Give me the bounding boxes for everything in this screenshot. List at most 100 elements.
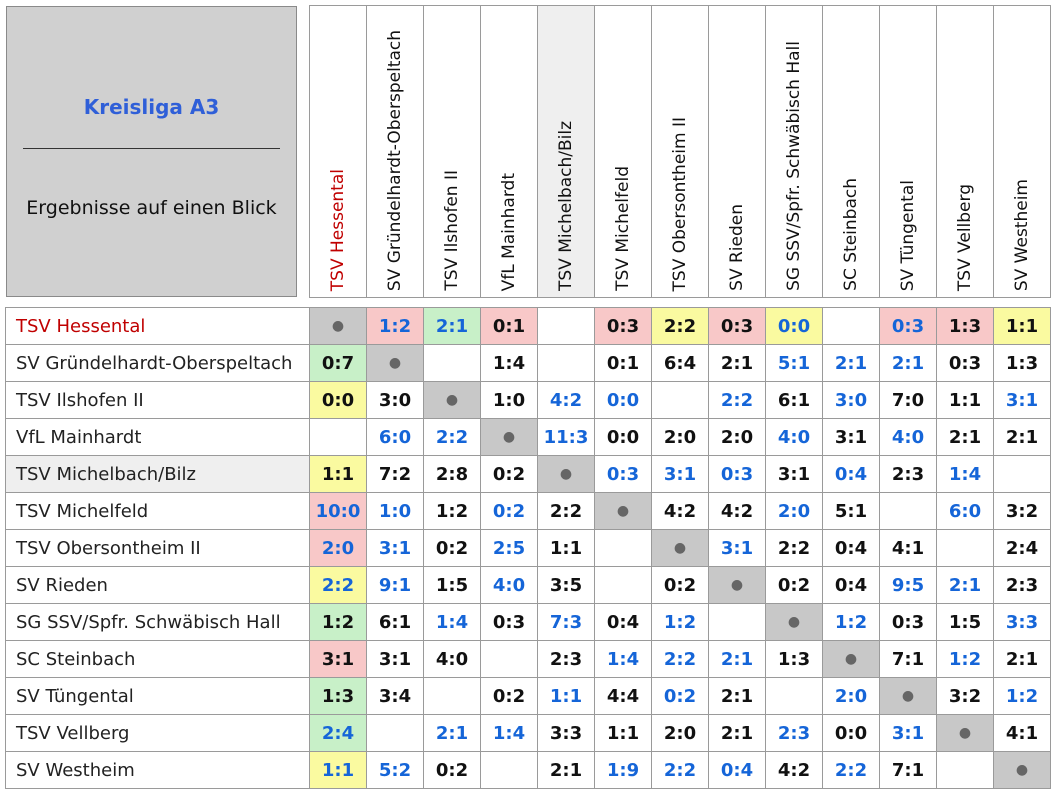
result-cell: 1:0 bbox=[366, 492, 424, 530]
result-cell: 0:2 bbox=[480, 492, 538, 530]
result-cell: 1:4 bbox=[423, 603, 481, 641]
result-cell: 2:1 bbox=[936, 566, 994, 604]
table-row: TSV Obersontheim II 2:0 3:1 0:2 2:5 1:1 ● 3:1 2:… bbox=[5, 529, 1051, 567]
result-cell: 3:1 bbox=[366, 529, 424, 567]
result-cell bbox=[423, 344, 481, 382]
result-cell: 0:3 bbox=[936, 344, 994, 382]
result-cell: 3:3 bbox=[993, 603, 1051, 641]
result-cell: 3:0 bbox=[822, 381, 880, 419]
result-cell: 1:1 bbox=[537, 677, 595, 715]
result-cell: 2:2 bbox=[708, 381, 766, 419]
self-match-cell: ● bbox=[651, 529, 709, 567]
result-cell: 3:4 bbox=[366, 677, 424, 715]
result-cell bbox=[480, 751, 538, 789]
result-cell: 2:1 bbox=[936, 418, 994, 456]
row-team-name: SV Tüngental bbox=[5, 677, 310, 715]
self-match-cell: ● bbox=[936, 714, 994, 752]
result-cell: 1:4 bbox=[480, 714, 538, 752]
row-team-name: TSV Vellberg bbox=[5, 714, 310, 752]
result-cell: 0:3 bbox=[594, 455, 652, 493]
column-header-label: SV Westheim bbox=[1011, 178, 1032, 291]
result-cell: 0:0 bbox=[594, 418, 652, 456]
result-cell bbox=[936, 751, 994, 789]
self-match-cell: ● bbox=[537, 455, 595, 493]
result-cell: 0:3 bbox=[708, 455, 766, 493]
result-cell bbox=[309, 418, 367, 456]
result-cell: 2:1 bbox=[423, 714, 481, 752]
column-header-label: SV Gründelhardt-Oberspeltach bbox=[384, 29, 405, 291]
result-cell bbox=[651, 381, 709, 419]
self-match-cell: ● bbox=[423, 381, 481, 419]
result-cell: 0:2 bbox=[651, 677, 709, 715]
result-cell: 0:4 bbox=[822, 566, 880, 604]
result-cell: 3:2 bbox=[936, 677, 994, 715]
result-cell bbox=[366, 714, 424, 752]
result-cell: 4:4 bbox=[594, 677, 652, 715]
result-cell: 1:1 bbox=[993, 307, 1051, 345]
table-row: SV Gründelhardt-Oberspeltach 0:7 ● 1:4 0:1 6:… bbox=[5, 344, 1051, 382]
league-title: Kreisliga A3 bbox=[83, 95, 220, 119]
result-cell: 1:4 bbox=[480, 344, 538, 382]
column-header-label: TSV Michelfeld bbox=[612, 166, 633, 291]
result-cell: 2:3 bbox=[879, 455, 937, 493]
result-cell: 0:7 bbox=[309, 344, 367, 382]
result-cell: 2:1 bbox=[879, 344, 937, 382]
column-header-team: SC Steinbach bbox=[822, 5, 880, 298]
table-row: VfL Mainhardt 6:0 2:2 ● 11:3 0:0 2:0 2:0 4:0 3:1 4… bbox=[5, 418, 1051, 456]
row-team-name: VfL Mainhardt bbox=[5, 418, 310, 456]
result-cell: 2:1 bbox=[708, 640, 766, 678]
result-cell: 4:2 bbox=[765, 751, 823, 789]
result-cell: 1:2 bbox=[993, 677, 1051, 715]
result-cell: 1:9 bbox=[594, 751, 652, 789]
result-cell bbox=[879, 492, 937, 530]
spacer-cell bbox=[6, 298, 1051, 308]
result-cell: 2:2 bbox=[651, 640, 709, 678]
result-cell: 1:2 bbox=[423, 492, 481, 530]
result-cell: 0:2 bbox=[423, 529, 481, 567]
result-cell: 4:1 bbox=[993, 714, 1051, 752]
column-header-team: SV Rieden bbox=[708, 5, 766, 298]
row-team-name: TSV Michelbach/Bilz bbox=[5, 455, 310, 493]
result-cell: 2:4 bbox=[993, 529, 1051, 567]
result-cell: 1:1 bbox=[309, 455, 367, 493]
result-cell: 3:1 bbox=[309, 640, 367, 678]
table-row: SV Rieden 2:2 9:1 1:5 4:0 3:5 0:2 ● 0:2 0:4 9:5 2:1… bbox=[5, 566, 1051, 604]
result-cell: 2:0 bbox=[309, 529, 367, 567]
league-title-box: Kreisliga A3 Ergebnisse auf einen Blick bbox=[6, 6, 297, 297]
result-cell: 1:2 bbox=[651, 603, 709, 641]
result-cell: 3:1 bbox=[366, 640, 424, 678]
result-cell: 0:3 bbox=[594, 307, 652, 345]
result-cell: 2:5 bbox=[480, 529, 538, 567]
column-header-label: SV Tüngental bbox=[897, 179, 918, 291]
self-match-cell: ● bbox=[594, 492, 652, 530]
column-header-team: TSV Obersontheim II bbox=[651, 5, 709, 298]
result-cell: 1:3 bbox=[309, 677, 367, 715]
result-cell bbox=[708, 603, 766, 641]
result-cell bbox=[594, 529, 652, 567]
result-cell: 1:4 bbox=[594, 640, 652, 678]
self-match-cell: ● bbox=[993, 751, 1051, 789]
result-cell: 1:2 bbox=[822, 603, 880, 641]
row-team-name: SV Rieden bbox=[5, 566, 310, 604]
result-cell: 7:2 bbox=[366, 455, 424, 493]
result-cell: 4:2 bbox=[537, 381, 595, 419]
column-header-label: TSV Obersontheim II bbox=[669, 116, 690, 291]
result-cell: 2:1 bbox=[708, 714, 766, 752]
table-row: SG SSV/Spfr. Schwäbisch Hall 1:2 6:1 1:4 0:3… bbox=[5, 603, 1051, 641]
table-row: SC Steinbach 3:1 3:1 4:0 2:3 1:4 2:2 2:1 1:3 ● 7:1… bbox=[5, 640, 1051, 678]
result-cell: 1:1 bbox=[594, 714, 652, 752]
table-row: TSV Ilshofen II 0:0 3:0 ● 1:0 4:2 0:0 2:2 6:1 3:0… bbox=[5, 381, 1051, 419]
result-cell: 3:1 bbox=[765, 455, 823, 493]
results-matrix: TSV Hessental SV Gründelhardt-Oberspeltac… bbox=[5, 5, 1051, 789]
column-header-label: SG SSV/Spfr. Schwäbisch Hall bbox=[783, 41, 804, 291]
result-cell: 7:3 bbox=[537, 603, 595, 641]
result-cell: 1:3 bbox=[765, 640, 823, 678]
result-cell: 2:1 bbox=[993, 418, 1051, 456]
result-cell bbox=[765, 677, 823, 715]
result-cell bbox=[936, 529, 994, 567]
result-cell: 4:2 bbox=[708, 492, 766, 530]
result-cell: 2:1 bbox=[708, 344, 766, 382]
row-team-name: SC Steinbach bbox=[5, 640, 310, 678]
result-cell: 2:4 bbox=[309, 714, 367, 752]
column-header-label: TSV Vellberg bbox=[954, 183, 975, 291]
